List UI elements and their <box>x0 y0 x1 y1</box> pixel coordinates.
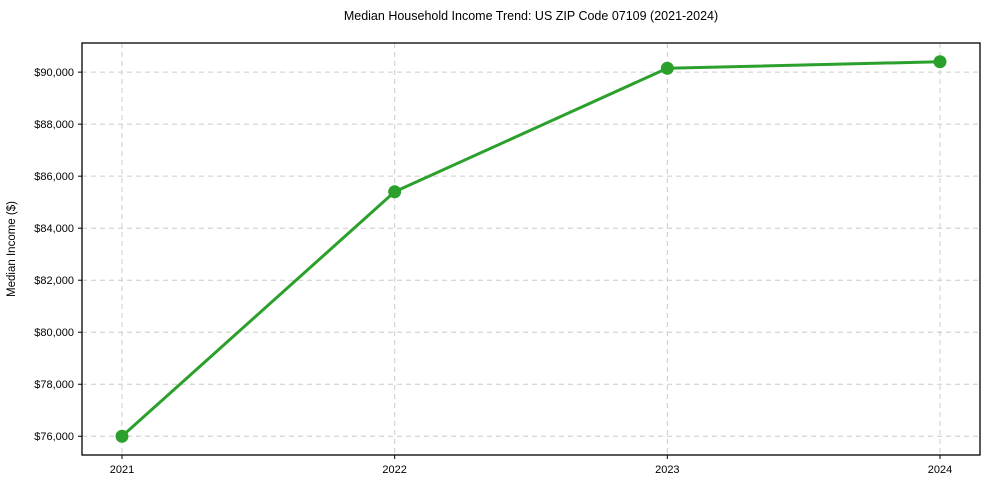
x-tick-label: 2023 <box>655 464 679 476</box>
y-tick-label: $86,000 <box>34 171 74 183</box>
x-tick-label: 2021 <box>110 464 134 476</box>
y-tick-label: $82,000 <box>34 275 74 287</box>
y-tick-label: $76,000 <box>34 431 74 443</box>
data-point-2023 <box>660 61 674 75</box>
chart-title: Median Household Income Trend: US ZIP Co… <box>344 9 718 23</box>
plot-area: $76,000 $78,000 $80,000 $82,000 $84,000 $86,0… <box>34 42 981 476</box>
data-point-2024 <box>933 55 947 69</box>
y-tick-label: $80,000 <box>34 327 74 339</box>
plot-border <box>81 42 981 456</box>
data-point-2021 <box>115 429 129 443</box>
y-axis-label: Median Income ($) <box>6 201 18 297</box>
y-tick-label: $90,000 <box>34 67 74 79</box>
data-point-2022 <box>388 185 402 199</box>
y-tick-label: $84,000 <box>34 223 74 235</box>
trend-line <box>120 60 942 438</box>
y-tick-label: $78,000 <box>34 379 74 391</box>
y-tick-label: $88,000 <box>34 119 74 131</box>
x-tick-label: 2024 <box>928 464 952 476</box>
x-tick-label: 2022 <box>382 464 406 476</box>
